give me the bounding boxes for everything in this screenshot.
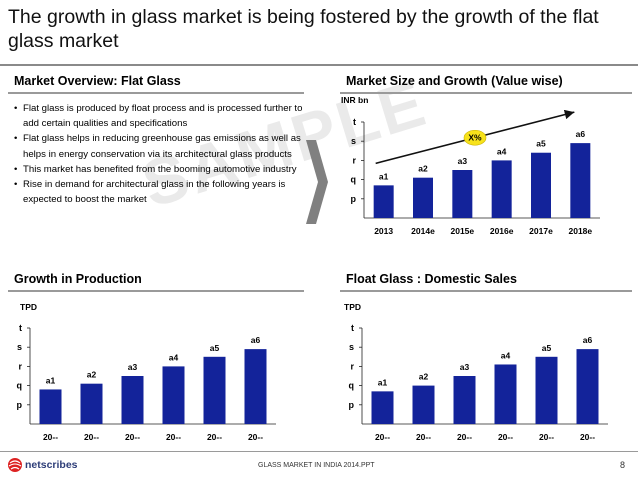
x-tick-label: 2015e — [451, 226, 475, 236]
x-tick-label: 2013 — [374, 226, 393, 236]
title-rule — [0, 64, 638, 66]
x-tick-label: 20-- — [498, 432, 513, 442]
y-tick-label: s — [351, 136, 356, 146]
y-tick-label: t — [351, 323, 354, 333]
bullet-item: Flat glass is produced by float process … — [14, 101, 304, 131]
domestic-sales-heading-rule — [340, 290, 632, 292]
y-tick-label: p — [349, 400, 355, 410]
y-tick-label: p — [17, 400, 23, 410]
bar — [535, 356, 558, 424]
overview-heading: Market Overview: Flat Glass — [14, 74, 181, 88]
bullet-item: Rise in demand for architectural glass i… — [14, 177, 304, 207]
bar — [412, 385, 435, 424]
y-axis-title: INR bn — [341, 95, 368, 105]
bar — [570, 143, 591, 218]
market-size-heading: Market Size and Growth (Value wise) — [346, 74, 563, 88]
bar — [452, 170, 473, 218]
bar — [39, 389, 62, 424]
bar — [80, 383, 103, 424]
footer-rule — [0, 451, 638, 452]
footer-filename: GLASS MARKET IN INDIA 2014.PPT — [258, 462, 375, 469]
x-tick-label: 20-- — [416, 432, 431, 442]
data-label: a2 — [87, 370, 97, 380]
y-tick-label: q — [351, 175, 357, 185]
x-tick-label: 20-- — [125, 432, 140, 442]
bar — [371, 391, 394, 424]
x-tick-label: 20-- — [166, 432, 181, 442]
x-tick-label: 20-- — [580, 432, 595, 442]
bar — [576, 349, 599, 424]
bar — [373, 185, 394, 218]
x-tick-label: 20-- — [84, 432, 99, 442]
production-heading-rule — [8, 290, 304, 292]
x-tick-label: 20-- — [539, 432, 554, 442]
data-label: a3 — [460, 362, 470, 372]
x-tick-label: 2016e — [490, 226, 514, 236]
x-tick-label: 20-- — [248, 432, 263, 442]
bar — [121, 376, 144, 424]
market-size-heading-rule — [340, 92, 632, 94]
data-label: a6 — [583, 335, 593, 345]
data-label: a5 — [536, 139, 546, 149]
chevron-arrow-icon — [306, 140, 328, 224]
bullet-item: This market has benefited from the boomi… — [14, 162, 304, 177]
x-tick-label: 2018e — [569, 226, 593, 236]
y-tick-label: r — [352, 155, 356, 165]
bullet-item: Flat glass helps in reducing greenhouse … — [14, 131, 304, 161]
cagr-label: X% — [468, 133, 482, 143]
y-tick-label: s — [17, 342, 22, 352]
data-label: a1 — [378, 377, 388, 387]
bar — [491, 160, 512, 218]
cagr-bubble — [463, 129, 487, 146]
data-label: a5 — [210, 343, 220, 353]
y-tick-label: r — [18, 361, 22, 371]
y-tick-label: p — [351, 194, 357, 204]
y-axis-title: TPD — [344, 302, 361, 312]
data-label: a3 — [458, 156, 468, 166]
page-number: 8 — [620, 460, 626, 470]
data-label: a2 — [418, 164, 428, 174]
x-tick-label: 20-- — [375, 432, 390, 442]
data-label: a2 — [419, 372, 429, 382]
x-tick-label: 20-- — [43, 432, 58, 442]
data-label: a3 — [128, 362, 138, 372]
overview-heading-rule — [8, 92, 304, 94]
logo-text: netscribes — [25, 459, 78, 471]
netscribes-logo: netscribes — [7, 457, 78, 473]
data-label: a4 — [169, 352, 179, 362]
data-label: a4 — [497, 146, 507, 156]
bar — [244, 349, 267, 424]
x-tick-label: 2014e — [411, 226, 435, 236]
overview-bullets: Flat glass is produced by float process … — [14, 101, 304, 207]
x-tick-label: 20-- — [457, 432, 472, 442]
slide-title: The growth in glass market is being fost… — [8, 6, 599, 52]
y-tick-label: s — [349, 342, 354, 352]
domestic-sales-heading: Float Glass : Domestic Sales — [346, 272, 517, 286]
y-tick-label: t — [353, 117, 356, 127]
x-tick-label: 20-- — [207, 432, 222, 442]
data-label: a1 — [46, 375, 56, 385]
bar — [203, 356, 226, 424]
data-label: a6 — [576, 129, 586, 139]
y-tick-label: q — [349, 381, 355, 391]
bar — [494, 364, 517, 424]
data-label: a6 — [251, 335, 261, 345]
bar — [531, 152, 551, 218]
y-tick-label: q — [17, 381, 23, 391]
bar — [413, 177, 433, 218]
logo-globe-icon — [8, 458, 22, 472]
data-label: a1 — [379, 171, 389, 181]
y-tick-label: r — [350, 361, 354, 371]
data-label: a5 — [542, 343, 552, 353]
y-tick-label: t — [19, 323, 22, 333]
production-heading: Growth in Production — [14, 272, 142, 286]
bar — [453, 376, 476, 424]
y-axis-title: TPD — [20, 302, 37, 312]
x-tick-label: 2017e — [529, 226, 553, 236]
data-label: a4 — [501, 350, 511, 360]
bar — [162, 366, 185, 424]
